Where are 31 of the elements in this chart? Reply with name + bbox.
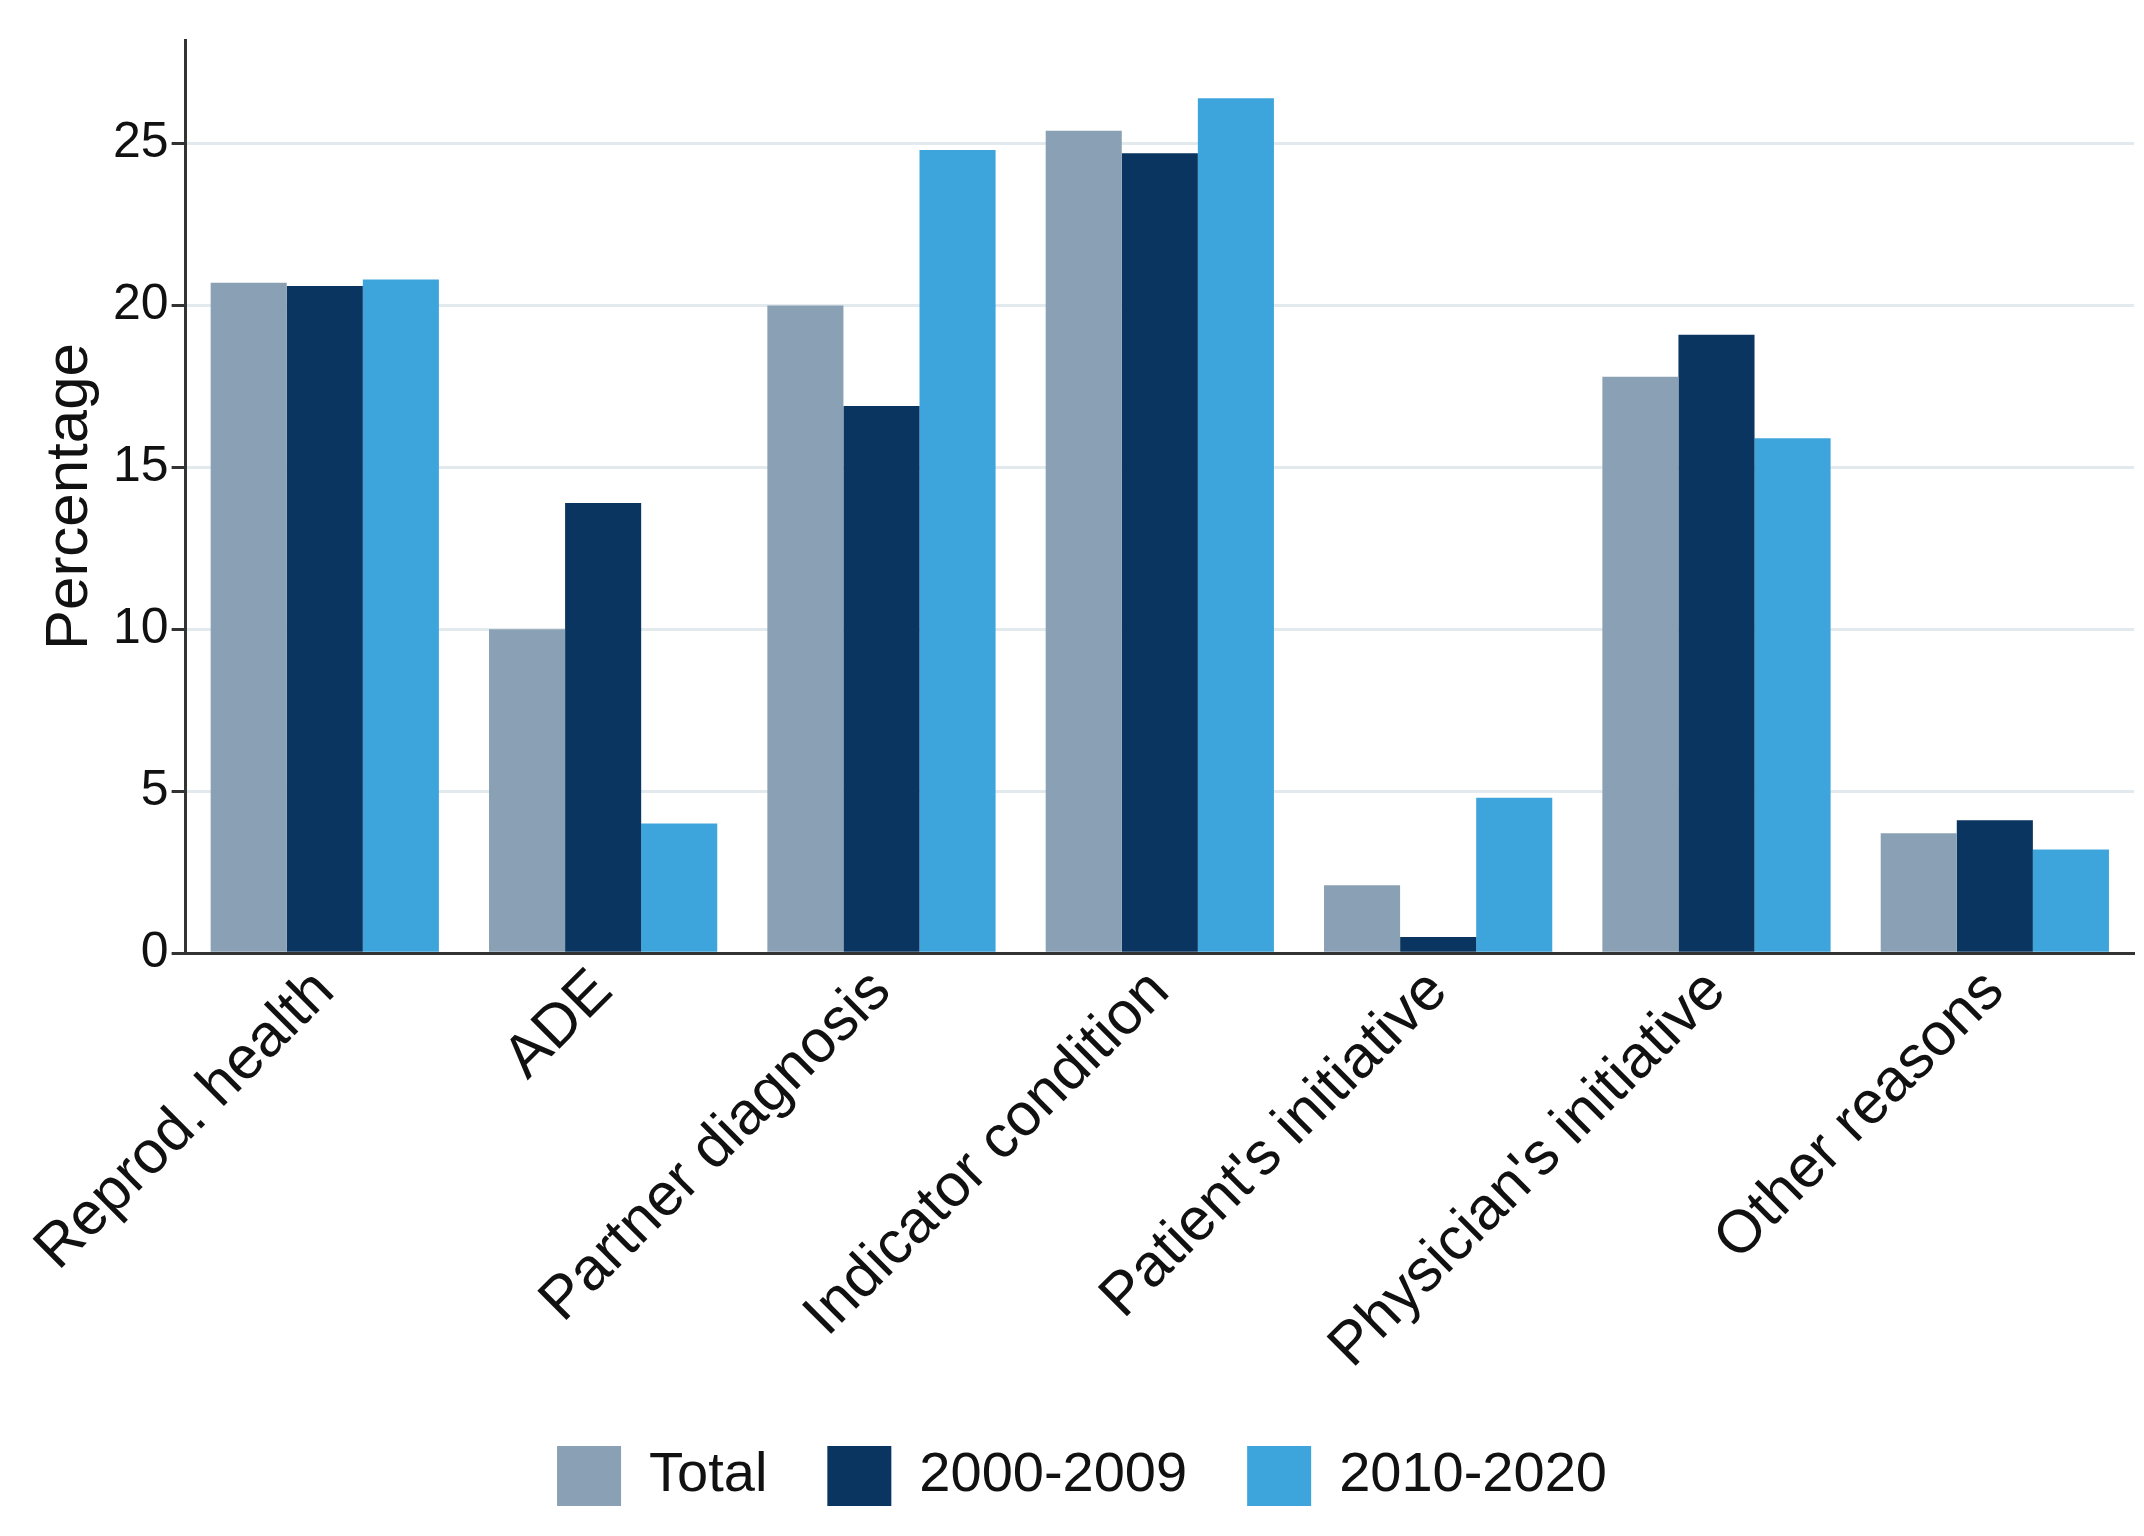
bar bbox=[210, 282, 287, 952]
bar bbox=[565, 503, 642, 952]
legend-label: 2010-2020 bbox=[1339, 1440, 1607, 1504]
bar bbox=[641, 823, 718, 952]
y-tick-label: 15 bbox=[112, 436, 169, 493]
bar bbox=[1880, 833, 1957, 952]
bar bbox=[1324, 885, 1401, 952]
y-tick-label: 5 bbox=[140, 760, 169, 817]
bar bbox=[767, 305, 844, 952]
bar bbox=[1602, 376, 1679, 952]
bar bbox=[1476, 797, 1553, 952]
bar bbox=[489, 629, 566, 952]
bar bbox=[362, 279, 439, 952]
legend-label: Total bbox=[649, 1440, 768, 1504]
bar bbox=[919, 150, 996, 952]
y-tick-label: 10 bbox=[112, 598, 169, 655]
bar bbox=[1956, 820, 2033, 952]
y-tick-label: 25 bbox=[112, 112, 169, 169]
bar bbox=[2032, 849, 2109, 952]
y-tick-label: 0 bbox=[140, 921, 169, 978]
bar bbox=[286, 286, 363, 952]
bar bbox=[1121, 153, 1198, 952]
bar bbox=[1400, 936, 1477, 952]
bar bbox=[1197, 98, 1274, 952]
y-axis-title: Percentage bbox=[32, 343, 100, 651]
y-tick-label: 20 bbox=[112, 274, 169, 331]
legend-label: 2000-2009 bbox=[919, 1440, 1188, 1504]
bar bbox=[1045, 130, 1122, 952]
bar bbox=[843, 405, 920, 952]
bar bbox=[1678, 334, 1755, 952]
bar bbox=[1754, 438, 1831, 952]
